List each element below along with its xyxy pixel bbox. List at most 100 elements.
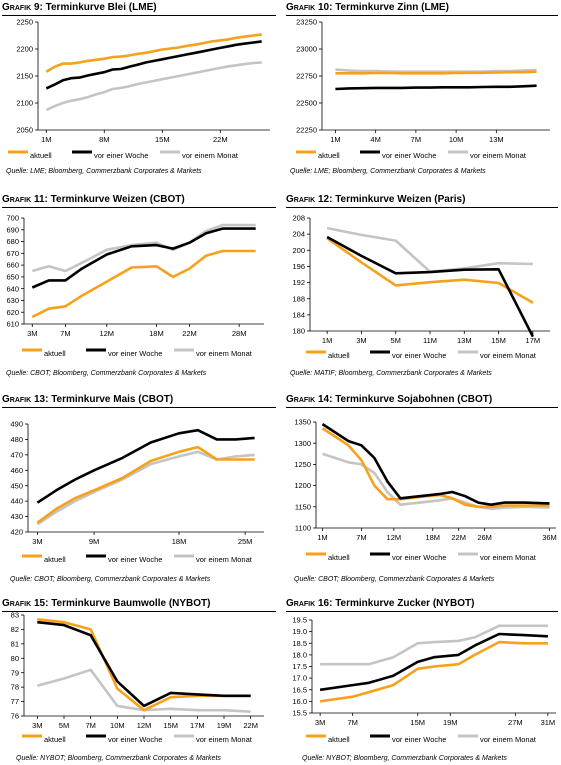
- x-tick-label: 8M: [99, 135, 109, 144]
- series-line-woche: [31, 227, 256, 289]
- x-tick-label: 18M: [172, 537, 187, 546]
- y-tick-label: 16.0: [292, 697, 307, 706]
- x-tick-label: 12M: [137, 721, 152, 730]
- chart-title: Grafik 15: Terminkurve Baumwolle (NYBOT): [2, 598, 211, 609]
- y-tick-label: 78: [11, 683, 19, 692]
- chart-title: Grafik 9: Terminkurve Blei (LME): [2, 2, 157, 13]
- y-tick-label: 640: [6, 284, 19, 293]
- y-tick-label: 480: [10, 435, 23, 444]
- x-tick-label: 22M: [243, 721, 258, 730]
- y-tick-label: 83: [11, 611, 19, 620]
- legend-label-woche: vor einer Woche: [108, 555, 162, 564]
- legend-label-monat: vor einem Monat: [480, 553, 537, 562]
- line-chart-baumwolle: 76 77 78 79 80 81 82 83 3M 5M 7M 10M 12M 15M 17M 19M 22M…: [11, 611, 264, 744]
- y-tick-label: 1300: [294, 439, 311, 448]
- y-tick-label: 17.5: [292, 662, 307, 671]
- y-tick-label: 2100: [16, 99, 33, 108]
- y-tick-label: 450: [10, 481, 23, 490]
- y-tick-label: 208: [292, 214, 305, 223]
- chart-panel-weizen-paris: Grafik 12: Terminkurve Weizen (Paris) 18…: [286, 194, 560, 384]
- chart-title: Grafik 11: Terminkurve Weizen (CBOT): [2, 194, 185, 205]
- x-tick-label: 3M: [27, 329, 37, 338]
- x-tick-label: 1M: [330, 135, 340, 144]
- x-tick-label: 9M: [89, 537, 99, 546]
- chart-source: Quelle: CBOT; Bloomberg, Commerzbank Cor…: [294, 576, 495, 583]
- y-tick-label: 180: [292, 327, 305, 336]
- y-tick-label: 81: [11, 639, 19, 648]
- x-tick-label: 1M: [41, 135, 51, 144]
- chart-source: Quelle: NYBOT; Bloomberg, Commerzbank Co…: [302, 755, 507, 762]
- series-line-monat: [31, 223, 256, 273]
- series-line-aktuell: [36, 445, 255, 524]
- chart-title: Grafik 10: Terminkurve Zinn (LME): [286, 2, 449, 13]
- chart-source: Quelle: CBOT; Bloomberg, Commerzbank Cor…: [10, 576, 211, 583]
- y-tick-label: 440: [10, 497, 23, 506]
- y-tick-label: 620: [6, 308, 19, 317]
- chart-panel-zucker: Grafik 16: Terminkurve Zucker (NYBOT) 15…: [286, 598, 560, 765]
- y-tick-label: 680: [6, 237, 19, 246]
- x-tick-label: 36M: [542, 533, 557, 542]
- legend-label-monat: vor einem Monat: [182, 151, 239, 160]
- y-tick-label: 188: [292, 294, 305, 303]
- y-tick-label: 1200: [294, 481, 311, 490]
- legend-label-woche: vor einer Woche: [392, 735, 446, 744]
- legend-label-aktuell: aktuell: [328, 553, 350, 562]
- series-line-aktuell: [45, 33, 262, 73]
- chart-title: Grafik 16: Terminkurve Zucker (NYBOT): [286, 598, 475, 609]
- y-tick-label: 76: [11, 712, 19, 721]
- legend-label-monat: vor einem Monat: [480, 351, 537, 360]
- line-chart-weizen-cbot: 610 620 630 640 650 660 670 680 690 700 3M 7M 12M 18M…: [6, 214, 264, 358]
- y-tick-label: 700: [6, 214, 19, 223]
- y-tick-label: 82: [11, 625, 19, 634]
- title-rule: [286, 407, 558, 408]
- y-tick-label: 2150: [16, 72, 33, 81]
- x-tick-label: 22M: [451, 533, 466, 542]
- legend-label-aktuell: aktuell: [30, 151, 52, 160]
- y-tick-label: 80: [11, 654, 19, 663]
- x-tick-label: 31M: [541, 718, 556, 727]
- y-tick-label: 1150: [295, 502, 311, 511]
- x-tick-label: 1M: [317, 533, 327, 542]
- x-tick-label: 10M: [110, 721, 125, 730]
- x-tick-label: 17M: [526, 336, 541, 345]
- y-tick-label: 22750: [296, 72, 317, 81]
- series-line-woche: [45, 40, 262, 90]
- x-tick-label: 5M: [59, 721, 69, 730]
- legend-label-aktuell: aktuell: [44, 349, 66, 358]
- y-tick-label: 650: [6, 272, 19, 281]
- y-tick-label: 420: [10, 528, 23, 537]
- y-tick-label: 16.5: [292, 685, 307, 694]
- y-tick-label: 490: [10, 420, 23, 429]
- series-line-monat: [45, 61, 262, 112]
- title-rule: [2, 15, 276, 16]
- series-line-aktuell: [326, 237, 534, 304]
- x-tick-label: 3M: [32, 721, 42, 730]
- legend-label-woche: vor einer Woche: [108, 735, 162, 744]
- chart-panel-weizen-cbot: Grafik 11: Terminkurve Weizen (CBOT) 610…: [2, 194, 276, 384]
- y-tick-label: 23250: [296, 18, 317, 27]
- x-tick-label: 15M: [410, 718, 425, 727]
- x-tick-label: 10M: [449, 135, 464, 144]
- title-rule: [2, 407, 276, 408]
- x-tick-label: 19M: [217, 721, 232, 730]
- legend-label-monat: vor einem Monat: [470, 151, 527, 160]
- y-tick-label: 15.5: [292, 709, 307, 718]
- legend-label-aktuell: aktuell: [328, 351, 350, 360]
- legend-label-monat: vor einem Monat: [196, 349, 253, 358]
- y-tick-label: 192: [292, 278, 305, 287]
- y-tick-label: 204: [292, 230, 305, 239]
- title-rule: [286, 611, 558, 612]
- x-tick-label: 19M: [443, 718, 458, 727]
- chart-panel-zinn: Grafik 10: Terminkurve Zinn (LME) 22250 2…: [286, 2, 560, 187]
- title-rule: [286, 207, 558, 208]
- x-tick-label: 12M: [387, 533, 402, 542]
- chart-source: Quelle: LME; Bloomberg, Commerzbank Corp…: [6, 168, 202, 175]
- x-tick-label: 7M: [347, 718, 357, 727]
- x-tick-label: 3M: [32, 537, 42, 546]
- x-tick-label: 11M: [423, 336, 437, 345]
- title-rule: [2, 611, 276, 612]
- line-chart-zucker: 15.5 16.0 16.5 17.0 17.5 18.0 18.5 19.0 19.5 3M 7M…: [292, 616, 556, 744]
- y-tick-label: 19.5: [292, 616, 307, 625]
- y-tick-label: 22250: [296, 126, 317, 135]
- legend-label-aktuell: aktuell: [328, 735, 350, 744]
